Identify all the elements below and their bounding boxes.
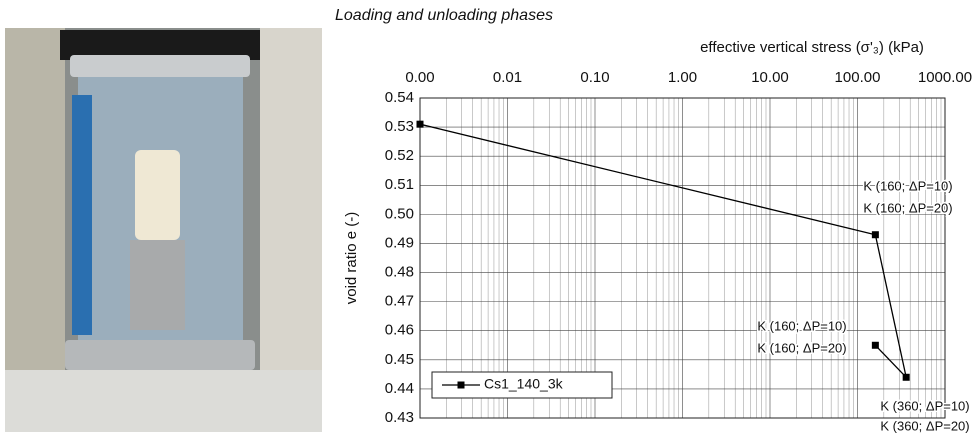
x-tick-label: 0.00 (405, 69, 434, 86)
x-tick-label: 100.00 (835, 69, 881, 86)
legend-label: Cs1_140_3k (484, 376, 564, 392)
x-tick-label: 1000.00 (918, 69, 972, 86)
y-tick-label: 0.51 (385, 176, 414, 193)
point (417, 121, 424, 128)
point (903, 374, 910, 381)
y-tick-label: 0.47 (385, 293, 414, 310)
y-axis-label: void ratio e (-) (343, 212, 360, 305)
y-tick-label: 0.48 (385, 264, 414, 281)
y-tick-label: 0.53 (385, 118, 414, 135)
chart-title: Loading and unloading phases (335, 7, 553, 24)
x-tick-label: 0.01 (493, 69, 522, 86)
annotation: K (160; ΔP=10) (863, 178, 952, 193)
legend-marker (458, 382, 465, 389)
y-tick-label: 0.44 (385, 380, 414, 397)
y-tick-label: 0.52 (385, 147, 414, 164)
point (872, 231, 879, 238)
y-tick-label: 0.46 (385, 322, 414, 339)
x-tick-label: 10.00 (751, 69, 789, 86)
y-tick-label: 0.45 (385, 351, 414, 368)
x-tick-label: 1.00 (668, 69, 697, 86)
y-tick-label: 0.54 (385, 89, 414, 106)
photo (5, 28, 322, 432)
annotation: K (360; ΔP=20) (880, 418, 969, 433)
y-tick-label: 0.43 (385, 409, 414, 426)
y-tick-label: 0.50 (385, 205, 414, 222)
annotation: K (160; ΔP=20) (757, 340, 846, 355)
figure: Loading and unloading phases effective v… (0, 0, 980, 437)
annotation: K (360; ΔP=10) (880, 398, 969, 413)
point (872, 342, 879, 349)
y-tick-label: 0.49 (385, 234, 414, 251)
x-axis-label: effective vertical stress (σ'₃) (kPa) (700, 39, 924, 56)
annotation: K (160; ΔP=20) (863, 200, 952, 215)
x-tick-label: 0.10 (580, 69, 609, 86)
annotation: K (160; ΔP=10) (757, 318, 846, 333)
